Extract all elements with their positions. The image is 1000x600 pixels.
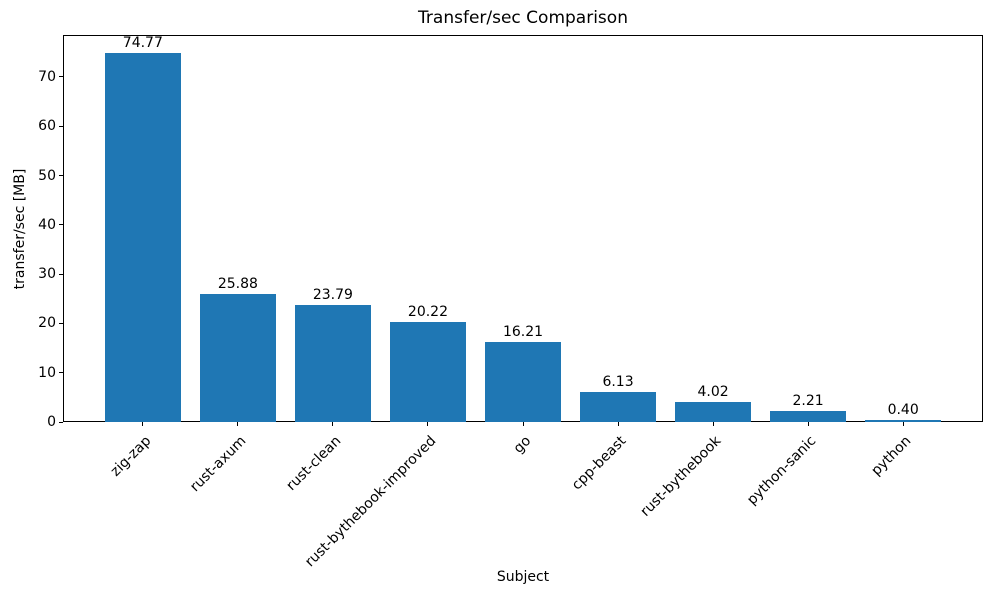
- y-tick-label: 0: [47, 414, 56, 430]
- bar-value-label-rust-bythebook: 4.02: [697, 384, 729, 401]
- bar-value-label-cpp-beast: 6.13: [602, 373, 634, 390]
- x-axis-label: Subject: [496, 569, 550, 585]
- x-tick-mark: [902, 422, 904, 426]
- x-tick-mark: [617, 422, 619, 426]
- y-tick-mark: [59, 125, 63, 127]
- y-tick-mark: [59, 322, 63, 324]
- chart-title: Transfer/sec Comparison: [418, 8, 628, 28]
- y-tick-mark: [59, 372, 63, 374]
- bar-zig-zap: [104, 53, 181, 422]
- y-tick-mark: [59, 175, 63, 177]
- x-tick-mark: [427, 422, 429, 426]
- y-tick-label: 40: [38, 216, 56, 233]
- y-tick-mark: [59, 273, 63, 275]
- bar-cpp-beast: [580, 391, 657, 422]
- x-tick-mark: [142, 422, 144, 426]
- bar-value-label-rust-bythebook-improved: 20.22: [407, 304, 448, 321]
- y-tick-label: 10: [38, 364, 56, 381]
- bar-rust-clean: [294, 304, 371, 422]
- bar-value-label-go: 16.21: [502, 324, 544, 341]
- x-tick-mark: [712, 422, 714, 426]
- x-tick-mark: [807, 422, 809, 426]
- bar-value-label-python-sanic: 2.21: [792, 393, 824, 410]
- x-tick-mark: [237, 422, 239, 426]
- y-tick-mark: [59, 224, 63, 226]
- y-tick-label: 60: [38, 118, 56, 135]
- bar-value-label-python: 0.40: [887, 402, 919, 419]
- y-tick-label: 20: [38, 315, 56, 332]
- bar-python: [865, 420, 942, 422]
- bar-rust-bythebook: [675, 402, 752, 422]
- bar-rust-axum: [199, 294, 276, 422]
- y-tick-label: 30: [38, 266, 56, 283]
- bar-value-label-zig-zap: 74.77: [122, 35, 163, 52]
- x-tick-mark: [522, 422, 524, 426]
- bar-rust-bythebook-improved: [389, 322, 466, 422]
- y-tick-label: 70: [38, 68, 56, 85]
- y-tick-label: 50: [38, 167, 56, 184]
- y-tick-mark: [59, 421, 63, 423]
- y-tick-mark: [59, 76, 63, 78]
- bar-python-sanic: [770, 411, 847, 422]
- bar-value-label-rust-axum: 25.88: [217, 276, 258, 293]
- bar-go: [484, 342, 561, 422]
- bar-value-label-rust-clean: 23.79: [312, 286, 353, 303]
- x-tick-mark: [332, 422, 334, 426]
